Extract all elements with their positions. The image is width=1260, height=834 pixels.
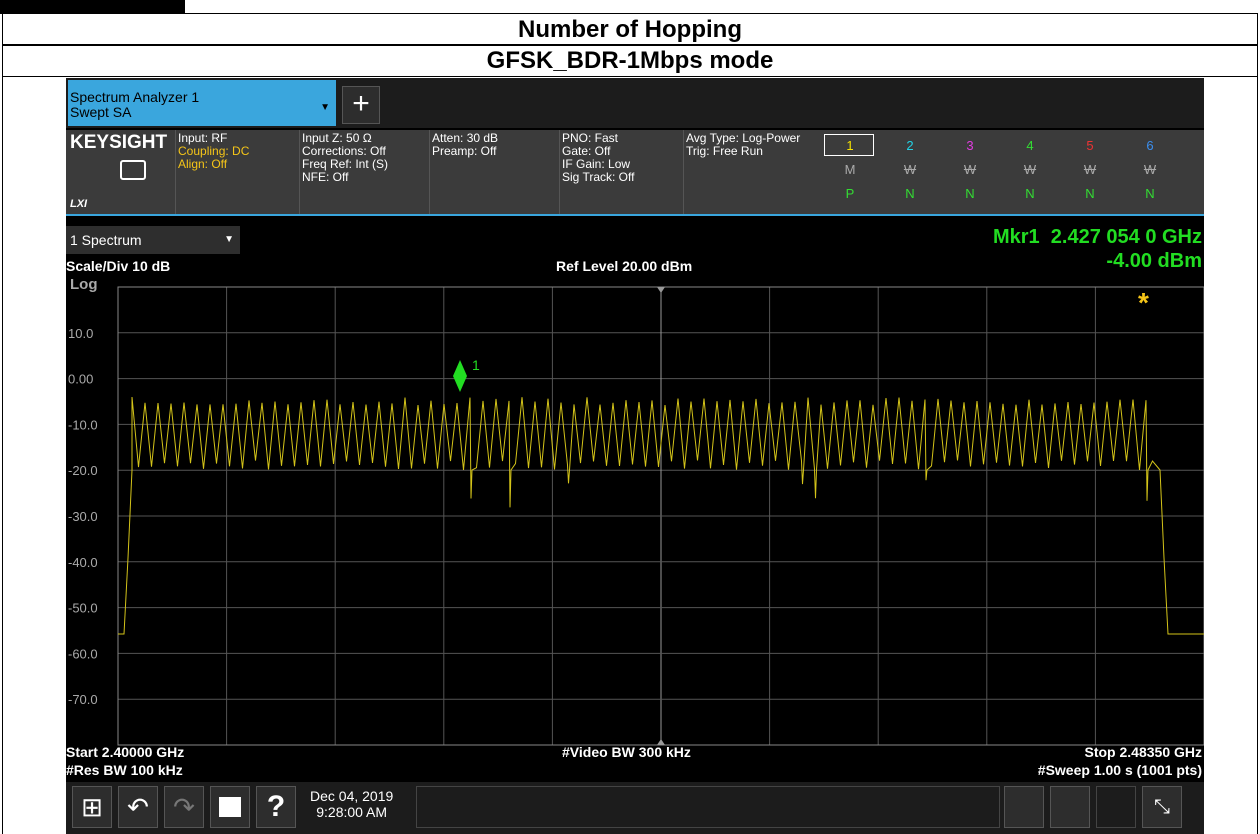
cell [2,76,1258,834]
trace-box [824,134,874,156]
y-label: -60.0 [68,646,98,661]
trace-detector: N [965,186,975,201]
window-name: 1 Spectrum [70,232,142,248]
zoom-button[interactable]: ⤡ [1142,786,1182,828]
date: Dec 04, 2019 [310,788,394,804]
message-area [416,786,1000,828]
brand: KEYSIGHT [70,132,168,153]
setting: PNO: Fast [562,131,619,145]
tab-title: Spectrum Analyzer 1 [70,89,200,105]
info-divider [559,130,560,214]
setting: Gate: Off [562,144,611,158]
trace-mode: W [963,162,977,177]
scale: Scale/Div 10 dB [66,258,171,274]
rbw: #Res BW 100 kHz [66,762,183,778]
setting: IF Gain: Low [562,157,631,171]
title: Number of Hopping [2,13,1258,46]
trace-mode: W [1083,162,1097,177]
y-label: -70.0 [68,692,98,707]
setting: NFE: Off [302,170,349,184]
info-divider [683,130,684,214]
separator [66,214,1204,216]
add-button[interactable]: + [342,86,380,124]
setting: Input Z: 50 Ω [302,131,372,145]
file-button[interactable] [210,786,250,828]
help-button[interactable]: ? [256,786,296,828]
stop: Stop 2.48350 GHz [1084,744,1203,760]
display-icon[interactable] [120,160,146,180]
marker-label: 1 [472,357,480,373]
setting: Atten: 30 dB [432,131,499,145]
layout-button[interactable] [1004,786,1044,828]
black-bar [0,0,185,14]
info-bar [66,130,1204,214]
start: Start 2.40000 GHz [66,744,185,760]
trace-number: 1 [846,138,854,153]
time: 9:28:00 AM [316,804,388,820]
setting: Sig Track: Off [562,170,635,184]
trace-detector: N [1145,186,1155,201]
window-select[interactable]: 1 Spectrum ▼ [66,226,240,254]
touch-button[interactable] [1050,786,1090,828]
windows-button[interactable]: ⊞ [72,786,112,828]
info-divider [429,130,430,214]
trace-mode: M [844,162,856,177]
trace-number: 4 [1026,138,1034,153]
setting: Coupling: DC [178,144,250,158]
trace-detector: N [1085,186,1095,201]
y-label: -20.0 [68,463,98,478]
info-divider [299,130,300,214]
dropdown-arrow: ▼ [320,102,330,113]
trace-detector: P [845,186,855,201]
trace-mode: W [1143,162,1157,177]
datetime: Dec 04, 2019 9:28:00 AM [310,788,393,820]
setting: Preamp: Off [432,144,497,158]
setting: Corrections: Off [302,144,386,158]
ref-level: Ref Level 20.00 dBm [556,258,693,274]
tab[interactable]: Spectrum Analyzer 1 Swept SA ▼ [68,80,336,126]
setting: Input: RF [178,131,228,145]
trace-detector: N [905,186,915,201]
log-label: Log [70,276,98,293]
marker-diamond [453,360,467,392]
trace-detector: N [1025,186,1035,201]
vbw: #Video BW 300 kHz [562,744,691,760]
setting: Avg Type: Log-Power [686,131,801,145]
redo-button[interactable]: ↷ [164,786,204,828]
y-label: -40.0 [68,555,98,570]
y-label: 10.0 [68,326,93,341]
screenshot: Spectrum Analyzer 1 Swept SA ▼ + KEYSIGH… [66,78,1204,834]
subtitle: GFSK_BDR-1Mbps mode [2,44,1258,77]
y-label: -10.0 [68,417,98,432]
graph: 10.0 0.00 -10.0 -20.0 -30.0 -40.0 -50.0 -60.0 -7… [68,286,1204,746]
info-divider [175,130,176,214]
trace [118,396,1204,635]
lxi: LXI [70,198,88,210]
trace-number: 5 [1086,138,1094,153]
setting: Freq Ref: Int (S) [302,157,389,171]
y-label: 0.00 [68,372,93,387]
trace-mode: W [903,162,917,177]
trace-mode: W [1023,162,1037,177]
undo-button[interactable]: ↶ [118,786,158,828]
trace-number: 3 [966,138,974,153]
setting: Trig: Free Run [686,144,763,158]
marker-readout: Mkr1 2.427 054 0 GHz [992,226,1202,248]
trace-number: 2 [906,138,914,153]
sweep: #Sweep 1.00 s (1001 pts) [1037,762,1202,778]
y-label: -30.0 [68,509,98,524]
y-label: -50.0 [68,601,98,616]
grid-button[interactable] [1096,786,1136,828]
marker-level: -4.00 dBm [1106,250,1202,272]
setting: Align: Off [178,157,228,171]
trace-number: 6 [1146,138,1154,153]
tab-subtitle: Swept SA [70,104,132,120]
trigger-star: * [1138,287,1149,318]
